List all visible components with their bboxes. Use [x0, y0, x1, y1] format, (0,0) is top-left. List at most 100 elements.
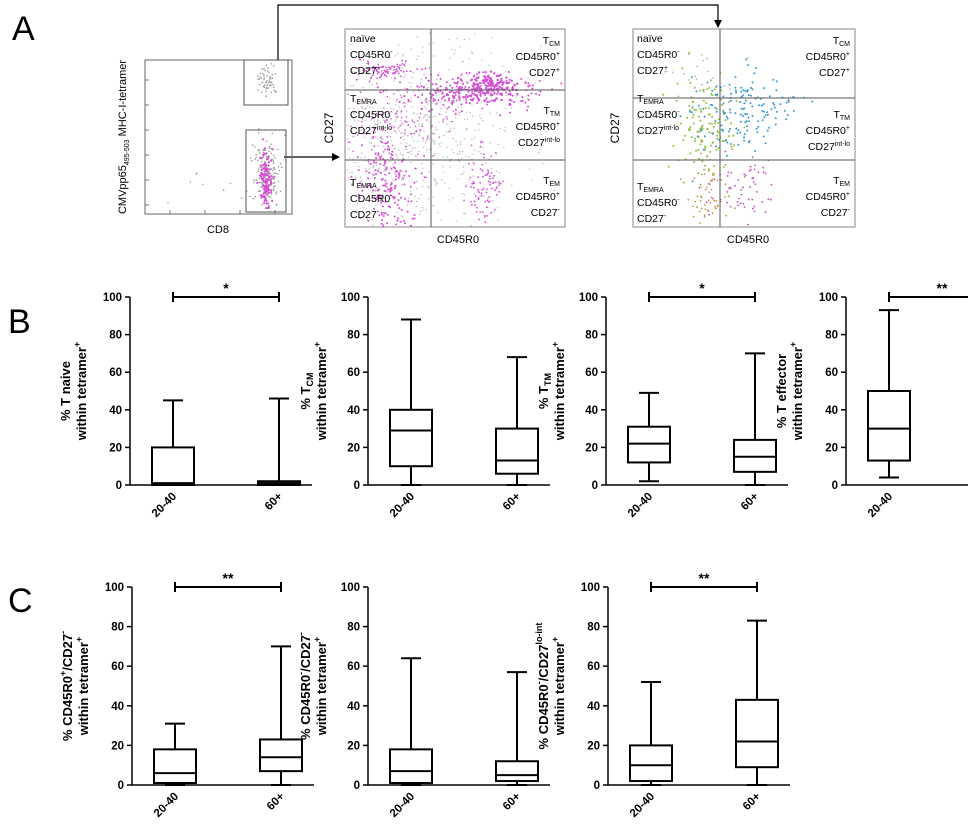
significance-marker: * [223, 280, 229, 296]
event-dot [414, 195, 416, 197]
event-dot [458, 92, 461, 95]
event-dot [270, 63, 273, 65]
event-dot [377, 170, 380, 173]
event-dot [396, 203, 399, 206]
event-dot [271, 77, 274, 79]
event-dot [763, 116, 766, 119]
event-dot [534, 82, 537, 84]
event-dot [421, 46, 424, 48]
event-dot [259, 76, 261, 78]
event-dot [489, 112, 491, 114]
event-dot [352, 150, 354, 153]
event-dot [499, 127, 501, 130]
event-dot [380, 172, 383, 175]
gate-upper [243, 59, 289, 106]
event-dot [492, 182, 495, 185]
event-dot [371, 224, 374, 227]
event-dot [486, 75, 489, 78]
y-tick-label: 40 [825, 405, 838, 417]
event-dot [394, 55, 397, 57]
event-dot [755, 127, 758, 130]
event-dot [499, 114, 502, 117]
event-dot [372, 191, 374, 193]
event-dot [423, 130, 425, 132]
event-dot [354, 132, 357, 134]
gate-title: TCM [543, 35, 560, 48]
event-dot [401, 123, 403, 125]
y-tick-label: 100 [103, 292, 122, 304]
event-dot [456, 153, 459, 155]
event-dot [487, 171, 490, 173]
event-dot [387, 72, 389, 75]
event-dot [380, 201, 383, 204]
event-dot [456, 82, 459, 85]
event-dot [742, 186, 744, 189]
event-dot [477, 151, 480, 153]
event-dot [404, 129, 407, 131]
event-dot [358, 196, 361, 199]
event-dot [373, 120, 375, 122]
event-dot [703, 168, 705, 171]
event-dot [471, 182, 473, 185]
event-dot [785, 118, 788, 121]
event-dot [730, 145, 733, 148]
event-dot [479, 145, 482, 148]
event-dot [352, 117, 354, 120]
event-dot [711, 212, 714, 215]
event-dot [420, 99, 422, 101]
y-tick-label: 0 [354, 480, 360, 492]
event-dot [481, 107, 483, 110]
event-dot [271, 169, 274, 172]
event-dot [446, 123, 448, 126]
event-dot [418, 86, 420, 89]
event-dot [266, 80, 268, 82]
event-dot [267, 82, 270, 85]
event-dot [257, 168, 260, 171]
event-dot [467, 74, 469, 76]
event-dot [432, 139, 434, 141]
event-dot [751, 105, 754, 108]
event-dot [436, 78, 438, 81]
event-dot [490, 81, 494, 84]
event-dot [720, 128, 723, 131]
event-dot [406, 210, 409, 213]
event-dot [723, 85, 726, 87]
event-dot [416, 113, 418, 115]
event-dot [447, 106, 450, 109]
event-dot [471, 52, 473, 54]
event-dot [425, 97, 428, 100]
event-dot [409, 224, 412, 227]
event-dot [366, 186, 369, 188]
event-dot [504, 126, 506, 129]
event-dot [369, 162, 372, 165]
event-dot [400, 75, 402, 78]
event-dot [408, 197, 410, 200]
event-dot [383, 212, 385, 215]
event-dot [484, 81, 486, 83]
event-dot [394, 130, 396, 132]
event-dot [403, 222, 406, 225]
event-dot [727, 100, 730, 103]
event-dot [482, 171, 484, 173]
event-dot [723, 112, 726, 115]
event-dot [421, 124, 423, 126]
event-dot [258, 181, 261, 184]
event-dot [761, 201, 764, 203]
event-dot [443, 99, 446, 102]
event-dot [743, 176, 746, 178]
box-20-40 [389, 657, 433, 786]
event-dot [426, 138, 429, 140]
event-dot [379, 140, 382, 143]
event-dot [396, 65, 399, 68]
event-dot [456, 178, 459, 180]
event-dot [749, 186, 752, 188]
event-dot [407, 156, 410, 159]
event-dot [368, 142, 371, 144]
event-dot [392, 127, 395, 129]
event-dot [716, 205, 719, 208]
event-dot [377, 152, 380, 155]
event-dot [504, 91, 507, 94]
event-dot [261, 160, 263, 163]
event-dot [694, 200, 697, 203]
event-dot [428, 99, 430, 102]
